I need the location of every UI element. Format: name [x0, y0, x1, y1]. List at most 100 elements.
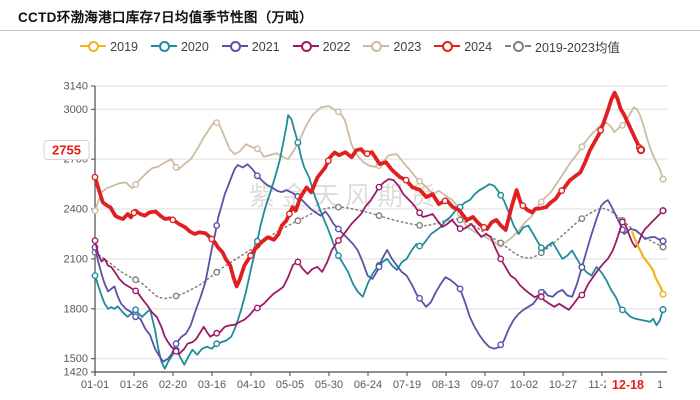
- series-2021-marker: [132, 313, 140, 321]
- current-value-tag: [43, 140, 90, 161]
- legend-label-2019: 2019: [110, 39, 138, 54]
- legend-label-2023: 2023: [393, 39, 422, 54]
- series-2022-marker: [294, 258, 302, 266]
- series-mean-marker: [578, 215, 586, 223]
- legend-swatch-2023-icon: [363, 41, 390, 52]
- x-tick-label: 03-16: [198, 379, 226, 391]
- series-2022-marker: [375, 183, 383, 191]
- series-2021-end-marker: [659, 237, 667, 245]
- series-2024-marker: [324, 157, 332, 165]
- series-2023-marker: [537, 198, 545, 206]
- series-2023-marker: [619, 122, 626, 129]
- x-tick-label: 10-27: [549, 379, 577, 391]
- series-2024-marker: [285, 210, 293, 218]
- series-2023-marker: [253, 145, 261, 153]
- series-2023-marker: [172, 163, 180, 171]
- legend-label-2024: 2024: [464, 39, 493, 54]
- series-2020-marker: [91, 272, 99, 279]
- legend-swatch-2019-icon: [80, 41, 107, 52]
- x-tick-label: 05-05: [276, 379, 304, 391]
- series-2022-marker: [172, 347, 180, 355]
- series-2023-marker: [132, 181, 140, 188]
- legend-swatch-2024-icon: [434, 41, 461, 52]
- series-2023-end-marker: [659, 175, 667, 183]
- series-mean-marker: [334, 203, 342, 211]
- series-2024-line: [93, 90, 643, 289]
- series-2020-marker: [294, 139, 302, 146]
- legend-swatch-2022-icon: [292, 41, 319, 52]
- current-date-tag: [606, 376, 650, 393]
- legend-label-2022: 2022: [322, 39, 351, 54]
- series-mean-marker: [132, 276, 140, 284]
- series-2022-marker: [497, 255, 505, 263]
- series-mean-marker: [497, 239, 505, 247]
- series-2020-marker: [497, 191, 505, 199]
- series-2023-marker: [416, 177, 423, 185]
- series-2019-line: [631, 230, 665, 296]
- series-2019-end-marker: [659, 290, 667, 298]
- y-tick-label: 3140: [64, 81, 88, 93]
- series-2024-marker: [558, 187, 566, 195]
- series-2021-marker: [253, 172, 261, 180]
- series-2023-marker: [334, 108, 342, 116]
- legend-item-2023[interactable]: 2023: [363, 40, 421, 54]
- series-2022-marker: [619, 218, 626, 226]
- series-2024-marker: [91, 173, 99, 181]
- legend-item-2021[interactable]: 2021: [221, 40, 280, 54]
- series-2020-marker: [213, 340, 221, 348]
- series-2022-marker: [537, 293, 545, 301]
- series-2024-marker: [402, 176, 410, 184]
- series-2023-marker: [213, 119, 221, 127]
- legend-item-2022[interactable]: 2022: [292, 39, 351, 54]
- series-mean-marker: [172, 292, 180, 300]
- x-tick-label: 09-07: [471, 379, 499, 391]
- chart-title: CCTD环渤海港口库存7日均值季节性图（万吨）: [18, 10, 313, 25]
- series-2024-marker: [519, 202, 527, 210]
- series-2024-marker: [169, 216, 177, 224]
- legend-item-mean[interactable]: 2019-2023均值: [505, 37, 620, 56]
- series-2020-marker: [132, 306, 140, 314]
- series-2020-end-marker: [659, 306, 667, 314]
- series-2020-marker: [416, 242, 423, 250]
- legend-swatch-2021-icon: [221, 41, 248, 52]
- x-tick-label: 01-26: [120, 379, 148, 391]
- series-2021-marker: [456, 285, 464, 293]
- legend-item-2019[interactable]: 2019: [80, 40, 138, 54]
- x-tick-label: 10-02: [510, 379, 538, 391]
- x-tick-label: 08-13: [432, 379, 460, 391]
- series-mean-marker: [416, 221, 423, 229]
- series-2021-marker: [213, 222, 221, 229]
- series-mean-marker: [213, 268, 221, 276]
- y-tick-label: 2400: [64, 204, 88, 216]
- series-2022-marker: [456, 225, 464, 233]
- y-tick-label: 2100: [64, 253, 88, 265]
- y-tick-label: 1500: [64, 353, 88, 365]
- x-tick-label: 01-01: [81, 379, 109, 391]
- series-mean-marker: [294, 217, 302, 225]
- series-mean-marker: [456, 216, 464, 224]
- legend-label-mean: 2019-2023均值: [535, 41, 620, 55]
- legend-swatch-2020-icon: [150, 41, 177, 52]
- x-tick-label: 02-20: [159, 379, 187, 391]
- legend-item-2024[interactable]: 2024: [434, 40, 492, 54]
- current-date-label: 12-18: [612, 378, 644, 392]
- series-2022-marker: [416, 209, 423, 217]
- series-2021-line: [94, 163, 664, 363]
- legend-item-2020[interactable]: 2020: [150, 40, 209, 54]
- legend: 2019 2020 2021 2022 2023 2024 2019-2023均…: [0, 37, 700, 56]
- series-2022-marker: [253, 304, 261, 312]
- y-tick-label: 1800: [64, 303, 88, 315]
- y-tick-label: 1420: [64, 367, 88, 379]
- series-2021-marker: [578, 263, 586, 271]
- series-2020-marker: [334, 252, 342, 260]
- series-2023-marker: [91, 207, 99, 215]
- series-2020-marker: [537, 244, 545, 252]
- series-2021-marker: [334, 225, 342, 233]
- series-2020-marker: [619, 306, 626, 314]
- x-tick-label: 07-19: [393, 379, 421, 391]
- series-2022-marker: [213, 329, 221, 337]
- y-tick-label: 3000: [64, 104, 88, 116]
- series-2020-line: [94, 114, 664, 370]
- series-2021-marker: [416, 294, 423, 302]
